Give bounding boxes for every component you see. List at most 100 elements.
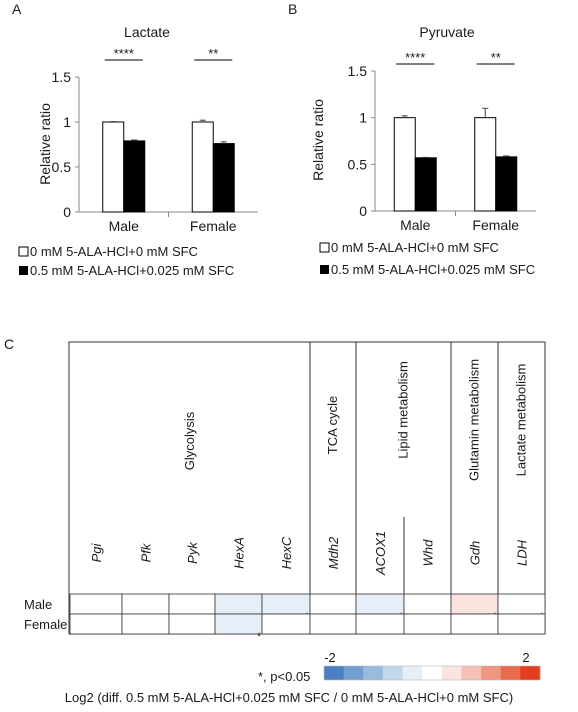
lactate-y-axis-label: Relative ratio — [37, 103, 53, 185]
pyruvate-bar-treated — [414, 157, 437, 212]
pyruvate-y-tick-label: 0.5 — [348, 156, 368, 172]
pyruvate-bar-control — [393, 117, 416, 212]
pyruvate-significance-label: **** — [405, 50, 425, 65]
scale-swatch — [382, 666, 404, 680]
pyruvate-bar-treated — [495, 156, 518, 212]
lactate-y-tick-label: 1 — [63, 114, 71, 130]
heatmap-cell — [497, 593, 546, 615]
panel-a-letter: A — [12, 1, 22, 17]
scale-swatch — [343, 666, 364, 680]
heatmap-cell — [403, 613, 452, 635]
heatmap-row-label: Female — [24, 617, 67, 632]
panel-b-letter: B — [288, 1, 297, 17]
heatmap-cell — [497, 613, 546, 635]
lactate-significance-label: ** — [208, 46, 218, 61]
heatmap-group-label: TCA cycle — [325, 396, 340, 455]
lactate-significance-label: **** — [114, 46, 134, 61]
gene-label: LDH — [515, 539, 530, 566]
panel-c-letter: C — [4, 336, 14, 352]
scale-swatch — [402, 666, 423, 680]
pyruvate-y-axis-label: Relative ratio — [310, 99, 326, 181]
pyruvate-y-tick-label: 1.5 — [348, 63, 368, 79]
scale-swatch — [422, 666, 443, 680]
heatmap-caption: Log2 (diff. 0.5 mM 5-ALA-HCl+0.025 mM SF… — [65, 690, 513, 705]
pyruvate-chart: Pyruvate Relative ratio 00.511.5Male****… — [310, 24, 536, 233]
lactate-category-label: Female — [190, 218, 237, 234]
heatmap-cell — [121, 613, 170, 635]
heatmap-cell — [450, 593, 499, 615]
heatmap-color-scale: *, p<0.05 -2 2 Log2 (diff. 0.5 mM 5-ALA-… — [65, 650, 541, 705]
heatmap-row-label: Male — [24, 597, 52, 612]
heatmap-cell — [168, 593, 216, 615]
legend-a-control-swatch — [18, 246, 29, 257]
significance-star: * — [257, 631, 262, 643]
heatmap-group-label: Glutamin metabolism — [467, 359, 482, 481]
heatmap-group-label: Lactate metabolism — [514, 364, 529, 477]
legend-a-control-label: 0 mM 5-ALA-HCl+0 mM SFC — [30, 244, 198, 259]
scale-max-label: 2 — [522, 650, 529, 665]
legend-b-control-swatch — [319, 242, 330, 253]
scale-swatch — [461, 666, 482, 680]
lactate-bar-treated — [123, 140, 146, 213]
scale-min-label: -2 — [324, 650, 336, 665]
lactate-y-tick-label: 1.5 — [52, 69, 72, 85]
gene-label: HexC — [279, 536, 294, 569]
heatmap-group-label: Lipid metabolism — [396, 361, 411, 459]
scale-swatch — [324, 666, 345, 680]
heatmap-cell — [403, 593, 452, 615]
pyruvate-significance-label: ** — [491, 50, 501, 65]
pyruvate-y-tick-label: 1 — [359, 110, 367, 126]
pyruvate-bar-control — [474, 117, 497, 212]
heatmap-cell — [450, 613, 499, 635]
pyruvate-y-tick-label: 0 — [359, 203, 367, 219]
scale-swatch — [500, 666, 521, 680]
gene-label: HexA — [232, 537, 247, 569]
pyruvate-chart-title: Pyruvate — [419, 24, 474, 40]
heatmap-cell — [214, 613, 263, 635]
legend-a: 0 mM 5-ALA-HCl+0 mM SFC 0.5 mM 5-ALA-HCl… — [18, 244, 234, 278]
legend-a-treated-label: 0.5 mM 5-ALA-HCl+0.025 mM SFC — [30, 263, 234, 278]
lactate-bar-control — [102, 121, 125, 213]
lactate-y-tick-label: 0 — [63, 204, 71, 220]
gene-label: Gdh — [468, 541, 483, 566]
scale-swatch — [363, 666, 384, 680]
gene-label: Pfk — [139, 542, 154, 562]
legend-a-treated-swatch — [19, 266, 28, 275]
heatmap-cell — [168, 613, 216, 635]
lactate-chart-title: Lactate — [124, 24, 170, 40]
legend-b-treated-label: 0.5 mM 5-ALA-HCl+0.025 mM SFC — [331, 262, 535, 277]
gene-label: Pyk — [185, 541, 200, 564]
heatmap-group-label: Glycolysis — [182, 411, 197, 470]
heatmap-cell — [261, 593, 311, 615]
heatmap-cell — [121, 593, 170, 615]
legend-b: 0 mM 5-ALA-HCl+0 mM SFC 0.5 mM 5-ALA-HCl… — [319, 240, 535, 277]
pyruvate-category-label: Male — [400, 217, 431, 233]
scale-swatch — [520, 666, 541, 680]
heatmap-cell — [309, 593, 357, 615]
lactate-bar-treated — [212, 143, 235, 213]
scale-swatch — [481, 666, 502, 680]
heatmap-cell — [355, 613, 405, 635]
gene-label: Whd — [421, 539, 436, 567]
heatmap-cell — [309, 613, 357, 635]
lactate-bar-control — [191, 121, 214, 213]
gene-label: Pgi — [89, 542, 104, 562]
lactate-category-label: Male — [109, 218, 140, 234]
lactate-y-tick-label: 0.5 — [52, 159, 72, 175]
heatmap-cell — [214, 593, 263, 615]
significance-note: *, p<0.05 — [258, 669, 310, 684]
scale-swatch — [441, 666, 462, 680]
heatmap-cell — [69, 613, 123, 635]
gene-label: Mdh2 — [326, 536, 341, 569]
scale-border — [323, 665, 541, 681]
gene-label: ACOX1 — [373, 531, 388, 576]
heatmap-cell — [261, 613, 311, 635]
lactate-chart: Lactate Relative ratio 0 0.5 1 1.5 Male **** F… — [37, 24, 258, 234]
heatmap-cell — [355, 593, 405, 615]
heatmap-cell — [69, 593, 123, 615]
legend-b-control-label: 0 mM 5-ALA-HCl+0 mM SFC — [331, 240, 499, 255]
pyruvate-category-label: Female — [472, 217, 519, 233]
legend-b-treated-swatch — [320, 265, 329, 274]
